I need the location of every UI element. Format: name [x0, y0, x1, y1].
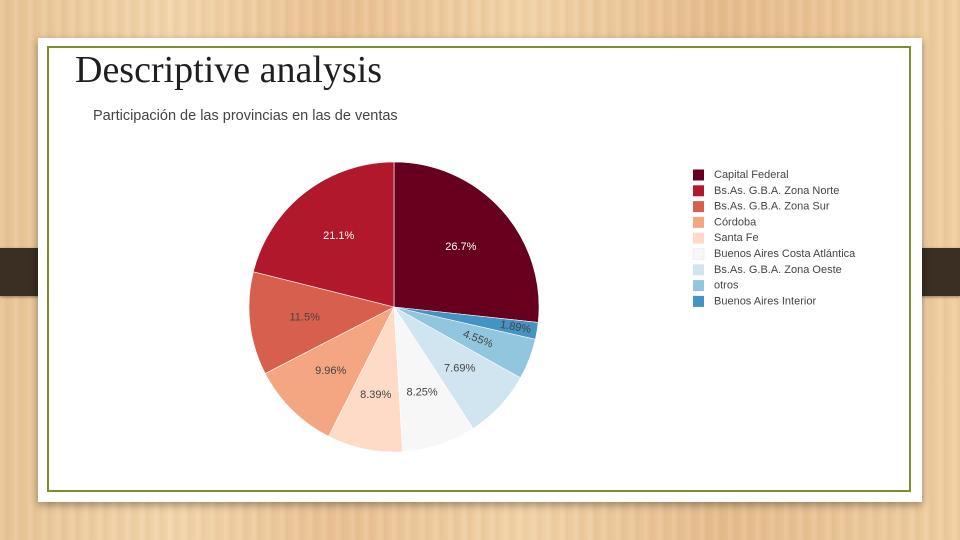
legend-swatch-buenos-aires-interior: [693, 295, 704, 307]
data-label-bs-as-g-b-a-zona-sur: 11.5%: [290, 311, 321, 323]
legend-swatch-capital-federal: [693, 169, 704, 181]
data-label-buenos-aires-costa-atlantica: 8.25%: [406, 386, 437, 398]
data-label-buenos-aires-interior: 1.89%: [499, 319, 532, 336]
pie-slice-bs-as-g-b-a-zona-norte: [252, 161, 395, 308]
chart-title: Participación de las provincias en las d…: [93, 108, 398, 124]
pie-slice-cordoba: [264, 306, 395, 437]
data-label-cordoba: 9.96%: [315, 365, 346, 377]
legend-swatch-bs-as-g-b-a-zona-sur: [693, 201, 704, 213]
pie-slice-bs-as-g-b-a-zona-sur: [248, 271, 395, 374]
data-label-santa-fe: 8.39%: [360, 389, 391, 401]
legend-label-cordoba: Córdoba: [714, 216, 757, 228]
data-label-bs-as-g-b-a-zona-norte: 21.1%: [323, 230, 354, 242]
pie-slice-capital-federal: [393, 161, 540, 323]
legend-label-santa-fe: Santa Fe: [714, 232, 759, 244]
legend-label-bs-as-g-b-a-zona-oeste: Bs.As. G.B.A. Zona Oeste: [714, 264, 842, 276]
legend-swatch-otros: [693, 280, 704, 292]
slide-frame: [47, 46, 911, 492]
slide-title: Descriptive analysis: [75, 49, 383, 91]
legend-swatch-bs-as-g-b-a-zona-norte: [693, 185, 704, 197]
legend-swatch-buenos-aires-costa-atlantica: [692, 248, 705, 260]
legend-swatch-cordoba: [693, 216, 704, 228]
legend-label-otros: otros: [714, 280, 739, 292]
pie-chart: Participación de las provincias en las d…: [90, 103, 870, 471]
legend-label-capital-federal: Capital Federal: [714, 169, 789, 181]
legend-swatch-santa-fe: [693, 232, 704, 244]
legend-label-buenos-aires-costa-atlantica: Buenos Aires Costa Atlántica: [714, 248, 856, 260]
pie-chart-svg: 26.7%1.89%4.55%7.69%8.25%8.39%9.96%11.5%…: [248, 161, 856, 453]
legend-label-bs-as-g-b-a-zona-sur: Bs.As. G.B.A. Zona Sur: [714, 201, 830, 213]
legend-label-buenos-aires-interior: Buenos Aires Interior: [714, 295, 816, 307]
legend-label-bs-as-g-b-a-zona-norte: Bs.As. G.B.A. Zona Norte: [714, 185, 839, 197]
data-label-bs-as-g-b-a-zona-oeste: 7.69%: [444, 362, 475, 374]
data-label-capital-federal: 26.7%: [445, 241, 476, 253]
legend-swatch-bs-as-g-b-a-zona-oeste: [693, 264, 704, 276]
